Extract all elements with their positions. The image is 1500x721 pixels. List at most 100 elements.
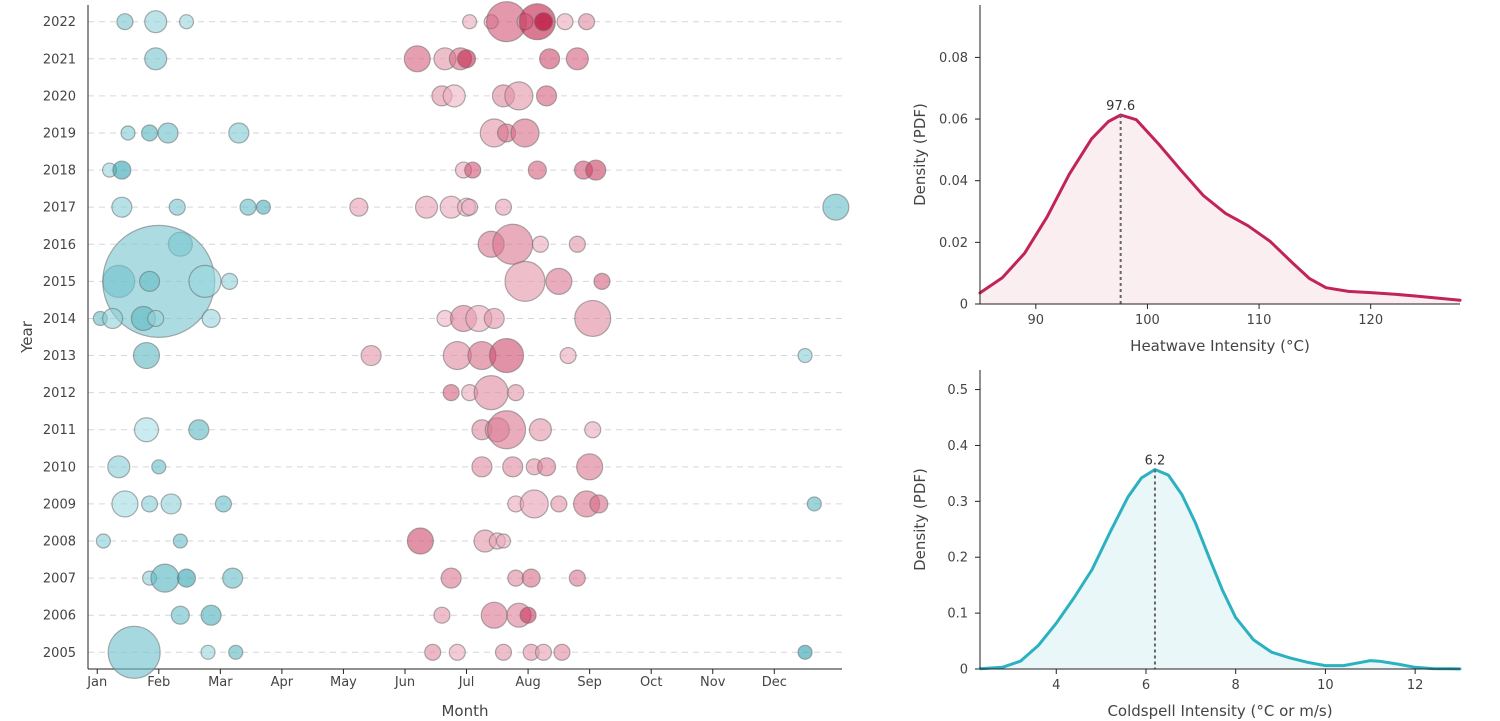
coldspell-bubble — [160, 493, 182, 515]
heatwave-bubble — [519, 606, 537, 624]
coldspell-bubble — [107, 625, 161, 679]
coldspell-bubble — [144, 10, 168, 34]
heatwave-bubble — [494, 643, 513, 661]
x-tick-label: Mar — [208, 675, 233, 690]
heatwave-bubble — [406, 527, 434, 555]
heatwave-bubble — [442, 340, 472, 371]
coldspell-bubble — [151, 459, 167, 475]
heatwave-bubble — [471, 456, 493, 478]
x-axis-title: Heatwave Intensity (°C) — [1130, 337, 1310, 355]
x-tick-label: Jun — [394, 675, 415, 690]
heatwave-bubble — [414, 195, 439, 219]
heatwave-bubble — [577, 13, 596, 31]
heatwave-bubble — [504, 81, 534, 111]
heatwave-bubble — [534, 643, 553, 661]
heatwave-bubble — [533, 12, 554, 32]
coldspell-bubble — [228, 644, 244, 660]
y-tick-label: 2019 — [43, 126, 76, 141]
x-tick-label: Oct — [640, 675, 662, 690]
heatwave-bubble — [539, 48, 561, 70]
heatwave-bubble — [486, 410, 527, 450]
heatwave-bubble — [448, 643, 466, 661]
heatwave-bubble — [556, 13, 574, 31]
x-tick-label: 100 — [1135, 313, 1160, 328]
coldspell-bubble — [157, 122, 179, 144]
x-axis-title: Coldspell Intensity (°C or m/s) — [1107, 702, 1332, 720]
coldspell-bubble — [200, 604, 222, 626]
y-tick-label: 2005 — [43, 646, 76, 661]
x-tick-label: Nov — [700, 675, 726, 690]
heatwave-bubble — [531, 235, 550, 253]
heatwave-bubble — [507, 569, 525, 587]
x-tick-label: 8 — [1232, 678, 1240, 693]
coldspell-bubble — [797, 347, 813, 364]
x-tick-label: Jul — [458, 675, 475, 690]
density-area — [980, 469, 1460, 669]
heatwave-bubble — [456, 49, 477, 69]
heatwave-bubble — [574, 299, 612, 338]
y-tick-label: 0.02 — [939, 236, 968, 251]
heatwave-bubble — [585, 159, 607, 181]
y-tick-label: 0 — [960, 298, 968, 313]
heatwave-bubble — [349, 197, 369, 217]
y-tick-label: 2006 — [43, 609, 76, 624]
y-tick-label: 0.3 — [947, 495, 968, 510]
heatwave-bubble — [510, 118, 540, 148]
coldspell-bubble — [822, 193, 850, 221]
x-tick-label: 6 — [1142, 678, 1150, 693]
y-axis-title: Year — [18, 320, 36, 354]
coldspell-bubble — [120, 125, 136, 141]
x-tick-label: 10 — [1317, 678, 1334, 693]
heatwave-bubble — [559, 346, 577, 365]
heatwave-bubble — [584, 421, 602, 439]
heatwave-bubble — [528, 418, 553, 442]
coldspell-bubble — [239, 198, 257, 216]
coldspell-bubble — [168, 198, 186, 216]
coldspell-bubble — [112, 160, 132, 180]
coldspell-bubble — [102, 307, 124, 330]
heatwave-bubble — [492, 223, 534, 265]
heatwave-bubble — [589, 494, 609, 514]
peak-label: 97.6 — [1106, 99, 1135, 114]
x-tick-label: Sep — [577, 675, 602, 690]
coldspell-bubble — [188, 264, 222, 298]
heatwave-bubble — [519, 489, 549, 519]
heatwave-bubble — [527, 160, 547, 180]
y-tick-label: 2014 — [43, 312, 76, 327]
x-tick-label: Jan — [86, 675, 107, 690]
coldspell-bubble — [107, 455, 131, 479]
y-axis-title: Density (PDF) — [911, 468, 929, 571]
coldspell-bubble — [255, 199, 272, 215]
heatwave-bubble — [535, 85, 558, 107]
coldspell-bubble — [150, 563, 180, 593]
heatwave-density-chart: 0 0.02 0.04 0.06 0.08 90 100 110 120 97.6 Heatwave… — [911, 5, 1462, 355]
heatwave-bubble — [424, 643, 442, 661]
coldspell-bubble — [176, 568, 197, 588]
heatwave-bubble — [464, 161, 482, 179]
y-tick-label: 2008 — [43, 535, 76, 550]
coldspell-bubble — [201, 308, 221, 329]
x-tick-label: Apr — [271, 675, 294, 690]
y-tick-label: 2010 — [43, 460, 76, 475]
coldspell-bubble — [140, 495, 159, 513]
x-tick-label: Aug — [515, 675, 540, 690]
coldspell-bubble — [144, 47, 168, 71]
heatwave-bubble — [433, 606, 451, 624]
x-axis-title: Month — [441, 702, 488, 720]
coldspell-bubble — [200, 644, 216, 660]
coldspell-bubble — [228, 122, 250, 144]
y-tick-label: 0.06 — [939, 113, 968, 128]
coldspell-bubble — [116, 13, 134, 31]
heatwave-bubble — [507, 384, 525, 402]
heatwave-bubble — [568, 569, 586, 587]
y-tick-label: 2018 — [43, 164, 76, 179]
coldspell-bubble — [188, 419, 210, 441]
coldspell-bubble — [138, 270, 161, 292]
y-tick-label: 2011 — [43, 423, 76, 438]
y-tick-label: 0.04 — [939, 174, 968, 189]
heatwave-bubble — [360, 344, 382, 367]
coldspell-bubble — [214, 495, 233, 513]
heatwave-bubble — [545, 267, 573, 295]
y-tick-label: 0.1 — [947, 607, 968, 622]
y-tick-label: 0.08 — [939, 51, 968, 66]
